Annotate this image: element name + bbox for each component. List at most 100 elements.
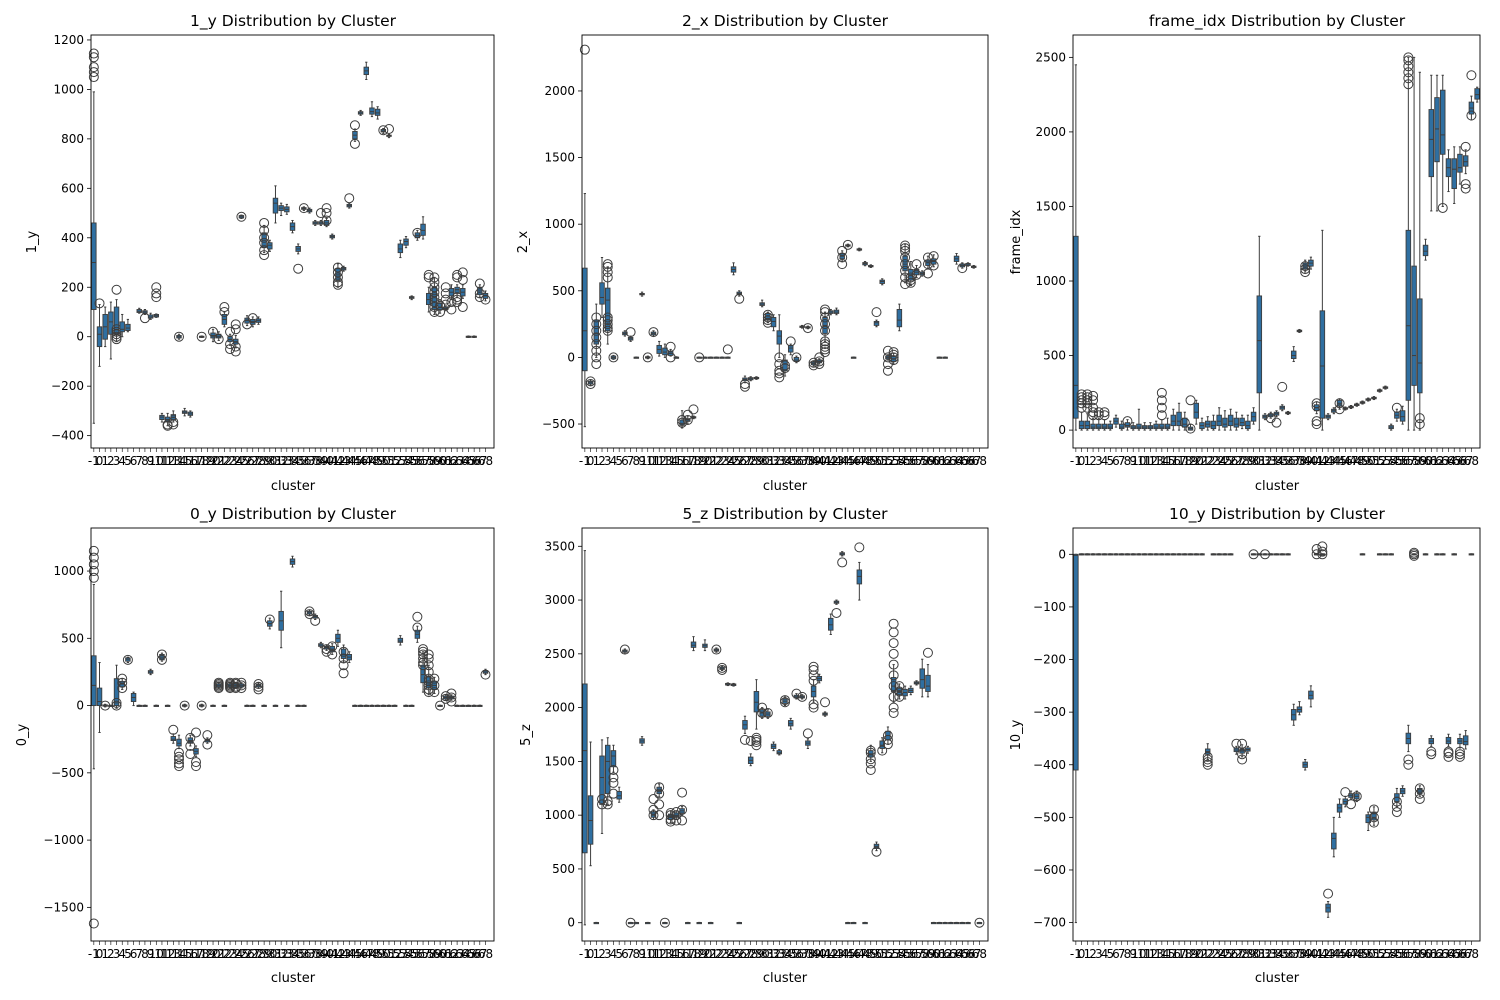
- box-cluster-13: [659, 917, 670, 928]
- y-tick-label: 0: [76, 699, 84, 713]
- box-cluster-13: [168, 410, 179, 430]
- box-cluster-22: [713, 356, 720, 359]
- box-cluster-51: [879, 278, 885, 286]
- x-tick-label: 66: [466, 454, 481, 468]
- outlier-point: [808, 664, 819, 675]
- outlier-point: [1414, 413, 1425, 424]
- box: [108, 311, 114, 335]
- outlier-point: [117, 673, 128, 684]
- box-cluster-47: [856, 247, 863, 252]
- x-tick-label: 24: [228, 947, 243, 961]
- outlier-point: [739, 379, 750, 390]
- y-tick-label: 1000: [544, 217, 575, 231]
- box-cluster--1: [88, 545, 99, 929]
- box-cluster-59: [429, 673, 440, 698]
- outlier-point: [452, 292, 463, 303]
- outlier-point: [179, 700, 190, 711]
- box-cluster-42: [1319, 229, 1326, 431]
- box-cluster-13: [662, 343, 668, 358]
- outlier-point: [665, 341, 676, 352]
- box-cluster-38: [802, 728, 813, 749]
- box: [1245, 420, 1251, 430]
- outlier-point: [423, 269, 434, 280]
- outlier-point: [842, 239, 853, 250]
- box-cluster-10: [153, 704, 159, 707]
- outlier-point: [191, 757, 202, 768]
- x-tick-label: 28: [251, 454, 266, 468]
- box-cluster-57: [420, 216, 426, 240]
- x-tick-label: 68: [478, 947, 493, 961]
- box-cluster-41: [327, 641, 338, 660]
- box: [828, 617, 834, 631]
- box-cluster-62: [942, 356, 948, 359]
- outlier-point: [922, 252, 933, 263]
- box-cluster-42: [332, 262, 343, 290]
- box-cluster-15: [1164, 553, 1171, 556]
- box-cluster-68: [480, 290, 491, 305]
- outlier-point: [820, 312, 831, 323]
- x-tick-label: 17: [680, 454, 695, 468]
- box-cluster-21: [707, 356, 714, 359]
- x-tick-label: 62: [444, 454, 459, 468]
- box-cluster-51: [877, 737, 888, 756]
- outlier-point: [219, 302, 230, 313]
- box: [1193, 402, 1199, 419]
- plot-area: 0500100015002000250030003500-10123456789…: [544, 527, 989, 961]
- box-cluster-18: [688, 404, 699, 420]
- x-tick-label: 14: [1154, 947, 1169, 961]
- x-tick-label: 33: [1263, 947, 1278, 961]
- box-cluster-11: [1141, 553, 1148, 556]
- box-cluster-63: [948, 921, 954, 925]
- box-cluster-34: [289, 555, 296, 568]
- outlier-point: [654, 782, 665, 793]
- y-tick-label: 2000: [544, 701, 575, 715]
- x-tick-label: 16: [674, 947, 689, 961]
- outlier-point: [591, 339, 602, 350]
- x-tick-label: 63: [449, 947, 464, 961]
- box-cluster-48: [1351, 790, 1362, 803]
- outlier-point: [383, 123, 394, 134]
- outlier-point: [423, 660, 434, 671]
- outlier-point: [225, 344, 236, 355]
- x-tick-label: 40: [812, 454, 827, 468]
- x-tick-label: -1: [579, 454, 591, 468]
- outlier-point: [1443, 748, 1454, 759]
- x-tick-label: 36: [789, 947, 804, 961]
- x-tick-label: 52: [1372, 947, 1387, 961]
- x-tick-label: 39: [806, 454, 821, 468]
- x-tick-label: 35: [291, 947, 306, 961]
- box: [1462, 735, 1469, 746]
- box-cluster-50: [380, 704, 387, 707]
- box: [1233, 417, 1240, 428]
- box-cluster-52: [1376, 388, 1383, 393]
- x-tick-label: 46: [846, 947, 861, 961]
- x-tick-label: 13: [166, 454, 181, 468]
- outlier-point: [808, 699, 819, 710]
- outlier-point: [608, 777, 619, 788]
- x-tick-label: 57: [909, 947, 924, 961]
- outlier-point: [1466, 110, 1477, 121]
- box: [1118, 423, 1125, 430]
- x-tick-label: 67: [1458, 454, 1473, 468]
- box-cluster-60: [930, 921, 937, 925]
- outlier-point: [820, 325, 831, 336]
- box-cluster-44: [1331, 816, 1337, 858]
- x-tick-label: 49: [1355, 454, 1370, 468]
- x-tick-label: 22: [217, 947, 232, 961]
- outlier-point: [1368, 812, 1379, 823]
- box: [369, 107, 375, 115]
- outlier-point: [156, 649, 167, 660]
- y-tick-label: 500: [552, 284, 575, 298]
- outlier-point: [608, 764, 619, 775]
- x-tick-label: 43: [1320, 947, 1335, 961]
- x-tick-label: 11: [154, 454, 169, 468]
- box-cluster-62: [1434, 553, 1440, 556]
- box-cluster-64: [953, 252, 960, 265]
- x-tick-label: 19: [200, 454, 215, 468]
- outlier-point: [452, 294, 463, 305]
- x-tick-label: 19: [200, 947, 215, 961]
- box: [1422, 244, 1429, 257]
- box: [1371, 811, 1377, 821]
- x-tick-label: 23: [714, 947, 729, 961]
- x-tick-label: 38: [308, 947, 323, 961]
